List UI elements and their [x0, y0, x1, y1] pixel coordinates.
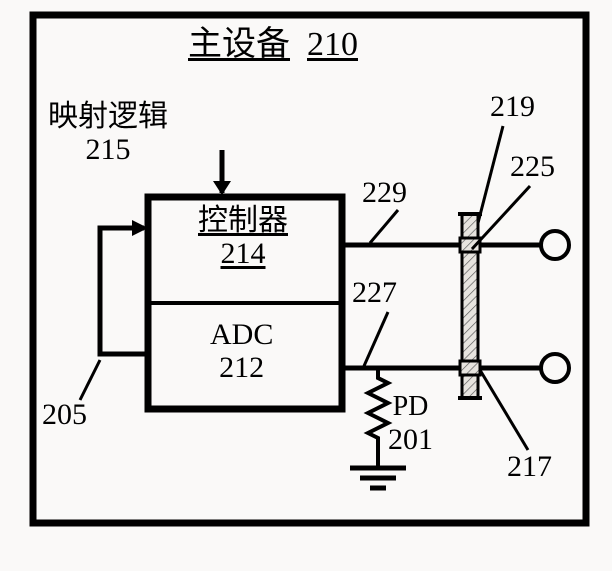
- callout-227: 227: [352, 276, 397, 309]
- pd-block: PD 201: [388, 392, 433, 457]
- callout-219: 219: [490, 90, 535, 123]
- callout-229: 229: [362, 176, 407, 209]
- adc-text: ADC: [210, 318, 273, 351]
- controller-text: 控制器: [198, 204, 288, 237]
- adc-block: ADC 212: [210, 318, 273, 384]
- title-num-val: 210: [307, 26, 358, 63]
- mapping-text: 映射逻辑: [48, 100, 168, 133]
- callout-225: 225: [510, 150, 555, 183]
- adc-num: 212: [219, 351, 264, 384]
- controller-num: 214: [221, 237, 266, 270]
- callout-205: 205: [42, 398, 87, 431]
- mapping-num: 215: [86, 133, 131, 166]
- title-block: 主设备 210: [188, 26, 358, 63]
- mapping-block: 映射逻辑 215: [48, 100, 168, 166]
- pd-text: PD: [393, 391, 429, 422]
- callout-217: 217: [507, 450, 552, 483]
- title-text: 主设备: [188, 26, 290, 63]
- pd-num: 201: [388, 423, 433, 456]
- title-num: [299, 26, 308, 63]
- controller-block: 控制器 214: [198, 204, 288, 270]
